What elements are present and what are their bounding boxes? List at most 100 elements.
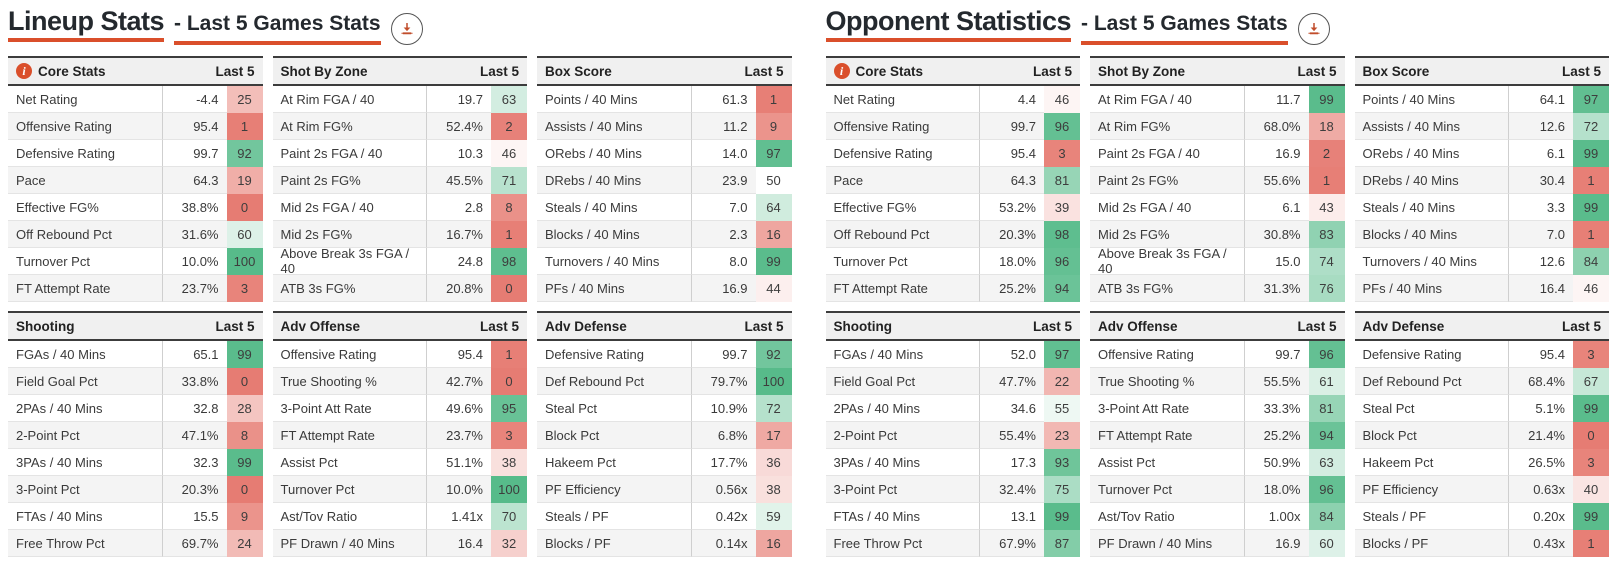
stat-value: 25.2% [979,275,1044,302]
stat-rank-badge: 70 [491,503,527,530]
stat-value: 16.9 [690,275,756,302]
table-header: Adv Defense Last 5 [1354,313,1609,341]
table-row: Blocks / PF 0.43x 1 [1354,530,1609,557]
stat-label: Steal Pct [537,395,691,422]
table-row: Effective FG% 53.2% 39 [825,194,1080,221]
stat-label: Net Rating [825,86,979,113]
table-row: PF Efficiency 0.56x 38 [537,476,792,503]
stat-value: 23.7% [426,422,491,449]
table-row: ORebs / 40 Mins 6.1 99 [1354,140,1609,167]
stat-rank-badge: 72 [755,395,792,422]
stat-rank-badge: 0 [226,194,263,221]
stat-value: 31.3% [1243,275,1309,302]
stat-rank-badge: 36 [755,449,792,476]
table-header: Shot By Zone Last 5 [272,58,527,86]
table-row: FGAs / 40 Mins 52.0 97 [825,341,1080,368]
table-shot-by-zone: Shot By Zone Last 5 At Rim FGA / 40 11.7 99 A… [1090,56,1345,302]
table-row: Def Rebound Pct 79.7% 100 [537,368,792,395]
stat-label: Paint 2s FG% [1090,167,1244,194]
stat-value: 42.7% [426,368,491,395]
stat-rank-badge: 99 [1573,140,1609,167]
table-row: Blocks / PF 0.14x 16 [537,530,792,557]
stat-rank-badge: 0 [1573,422,1609,449]
table-row: 2PAs / 40 Mins 34.6 55 [825,395,1080,422]
table-core-stats: i Core Stats Last 5 Net Rating 4.4 46 Offensiv… [825,56,1080,302]
stat-rank-badge: 61 [1308,368,1345,395]
stat-value: 12.6 [1508,248,1573,275]
stat-label: 3-Point Att Rate [1090,395,1244,422]
stat-rank-badge: 83 [1308,221,1345,248]
stat-label: Points / 40 Mins [1354,86,1508,113]
table-row: Field Goal Pct 33.8% 0 [8,368,263,395]
stat-label: At Rim FG% [272,113,426,140]
stat-value: 2.8 [426,194,491,221]
stat-label: FGAs / 40 Mins [8,341,162,368]
stat-rank-badge: 23 [1044,422,1080,449]
lineup-stats-section: Lineup Stats - Last 5 Games Stats i Core … [8,4,792,557]
table-title: Adv Offense [280,318,361,334]
table-row: Blocks / 40 Mins 7.0 1 [1354,221,1609,248]
table-row: FTAs / 40 Mins 13.1 99 [825,503,1080,530]
stat-value: 32.8 [161,395,227,422]
stat-value: 55.6% [1243,167,1309,194]
stat-value: 18.0% [979,248,1044,275]
table-row: PF Drawn / 40 Mins 16.4 32 [272,530,527,557]
table-row: True Shooting % 42.7% 0 [272,368,527,395]
stat-rank-badge: 96 [1044,248,1080,275]
stat-rank-badge: 1 [1308,167,1345,194]
table-column-header: Last 5 [479,63,519,79]
page-title: Lineup Stats [8,6,165,42]
info-icon[interactable]: i [16,63,32,79]
table-row: Blocks / 40 Mins 2.3 16 [537,221,792,248]
stat-value: 31.6% [161,221,227,248]
stat-value: 33.3% [1243,395,1309,422]
table-header: Box Score Last 5 [537,58,792,86]
page-subtitle: - Last 5 Games Stats [1081,12,1288,45]
stat-label: Turnover Pct [1090,476,1244,503]
table-title: Shot By Zone [280,63,368,79]
table-row: Mid 2s FGA / 40 2.8 8 [272,194,527,221]
info-icon[interactable]: i [833,63,850,79]
stat-label: Blocks / PF [1354,530,1508,557]
stat-value: 0.63x [1508,476,1573,503]
stat-label: Free Throw Pct [825,530,979,557]
stat-value: 67.9% [979,530,1044,557]
table-row: Mid 2s FGA / 40 6.1 43 [1090,194,1345,221]
stat-rank-badge: 9 [226,503,263,530]
table-row: Off Rebound Pct 20.3% 98 [825,221,1080,248]
stat-label: Pace [825,167,979,194]
stat-value: 11.2 [690,113,756,140]
stat-rank-badge: 64 [755,194,792,221]
stat-label: Offensive Rating [825,113,979,140]
stat-value: 52.0 [979,341,1044,368]
stat-rank-badge: 96 [1308,476,1345,503]
stat-rank-badge: 100 [226,248,263,275]
table-row: ORebs / 40 Mins 14.0 97 [537,140,792,167]
table-row: Offensive Rating 99.7 96 [825,113,1080,140]
table-row: At Rim FGA / 40 11.7 99 [1090,86,1345,113]
stat-label: 3-Point Att Rate [272,395,426,422]
stat-rank-badge: 72 [1573,113,1609,140]
stat-label: Steals / PF [1354,503,1508,530]
stat-rank-badge: 55 [1044,395,1080,422]
table-row: Turnover Pct 18.0% 96 [1090,476,1345,503]
stat-rank-badge: 60 [226,221,263,248]
table-header: i Core Stats Last 5 [8,58,263,86]
table-row: 3-Point Att Rate 33.3% 81 [1090,395,1345,422]
stat-label: Field Goal Pct [825,368,979,395]
stat-label: Blocks / PF [537,530,691,557]
download-icon[interactable] [390,13,423,45]
stat-label: Assists / 40 Mins [1354,113,1508,140]
download-icon[interactable] [1297,13,1330,45]
stat-label: Steals / 40 Mins [1354,194,1508,221]
stat-label: Ast/Tov Ratio [1090,503,1244,530]
stat-rank-badge: 67 [1573,368,1609,395]
stat-label: At Rim FG% [1090,113,1244,140]
stat-label: Assist Pct [1090,449,1244,476]
stat-rank-badge: 100 [491,476,527,503]
stat-label: Assist Pct [272,449,426,476]
stat-rank-badge: 1 [1573,221,1609,248]
stat-rank-badge: 24 [226,530,263,557]
stat-rank-badge: 46 [1573,275,1609,302]
table-column-header: Last 5 [1032,63,1072,79]
